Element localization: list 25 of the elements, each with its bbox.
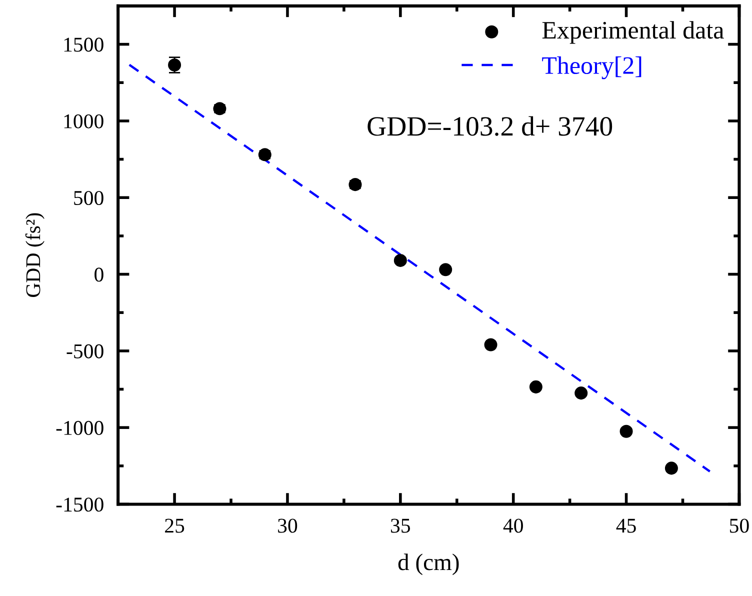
y-tick-label: 0 — [94, 268, 104, 282]
y-axis-title: GDD (fs²) — [25, 213, 44, 297]
x-tick-label: 25 — [165, 518, 184, 533]
point — [484, 338, 498, 352]
point — [574, 386, 588, 400]
point — [439, 263, 452, 276]
point — [394, 254, 407, 267]
point — [664, 462, 678, 475]
x-tick-label: 40 — [503, 518, 523, 533]
point — [620, 424, 633, 438]
annotation: GDD=-103.2 d+ 3740 — [368, 116, 612, 136]
y-tick-label: -500 — [66, 344, 104, 358]
x-tick-label: 45 — [616, 518, 636, 533]
legend-label: Theory[2] — [542, 56, 642, 80]
x-tick-label: 30 — [278, 518, 298, 533]
y-tick-label: -1000 — [56, 420, 104, 435]
y-tick-label: 1000 — [64, 114, 104, 128]
y-tick-label: -1500 — [56, 498, 104, 512]
legend-label: Experimental data — [542, 21, 724, 44]
x-tick-label: 35 — [390, 518, 410, 533]
y-tick-label: 500 — [74, 190, 104, 206]
point — [529, 380, 542, 394]
x-tick-label: 50 — [730, 518, 749, 533]
y-tick-label: 1500 — [64, 38, 104, 52]
x-axis-title: d (cm) — [398, 554, 459, 576]
